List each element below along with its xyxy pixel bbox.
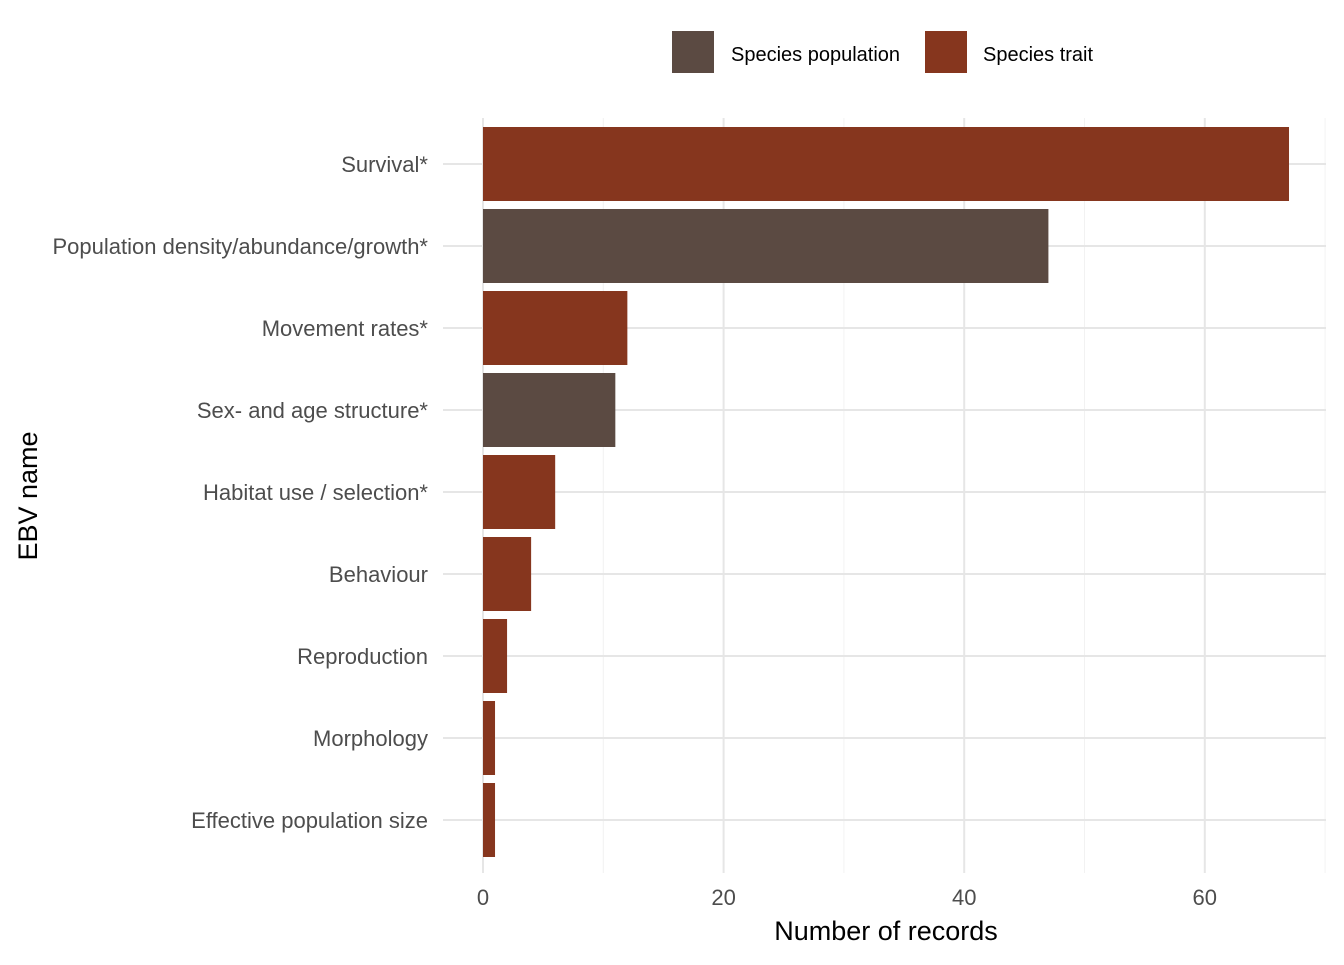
y-tick-label: Sex- and age structure* <box>197 398 429 423</box>
y-tick-label: Movement rates* <box>262 316 429 341</box>
legend: Species population Species trait <box>672 31 1093 73</box>
bar <box>483 209 1049 283</box>
y-tick-label: Behaviour <box>329 562 428 587</box>
legend-label-species-trait: Species trait <box>983 44 1093 66</box>
legend-label-species-population: Species population <box>731 44 900 66</box>
bar <box>483 291 628 365</box>
y-axis-title: EBV name <box>13 431 43 560</box>
bar <box>483 783 496 857</box>
y-tick-label: Morphology <box>313 726 428 751</box>
bar-layer <box>483 127 1290 857</box>
y-tick-label: Reproduction <box>297 644 428 669</box>
bar <box>483 127 1290 201</box>
legend-swatch-species-population <box>672 31 714 73</box>
bar <box>483 619 508 693</box>
legend-swatch-species-trait <box>925 31 967 73</box>
x-axis-title: Number of records <box>774 916 998 946</box>
bar <box>483 455 556 529</box>
y-tick-labels: Survival* Population density/abundance/gr… <box>53 152 429 833</box>
bar <box>483 701 496 775</box>
bar <box>483 373 616 447</box>
x-tick-label: 60 <box>1193 885 1217 910</box>
y-tick-label: Population density/abundance/growth* <box>53 234 429 259</box>
y-tick-label: Effective population size <box>191 808 428 833</box>
y-tick-label: Survival* <box>341 152 428 177</box>
bar <box>483 537 532 611</box>
x-tick-label: 20 <box>711 885 735 910</box>
x-tick-label: 40 <box>952 885 976 910</box>
x-tick-labels: 0 20 40 60 <box>477 885 1217 910</box>
x-tick-label: 0 <box>477 885 489 910</box>
y-tick-label: Habitat use / selection* <box>203 480 428 505</box>
